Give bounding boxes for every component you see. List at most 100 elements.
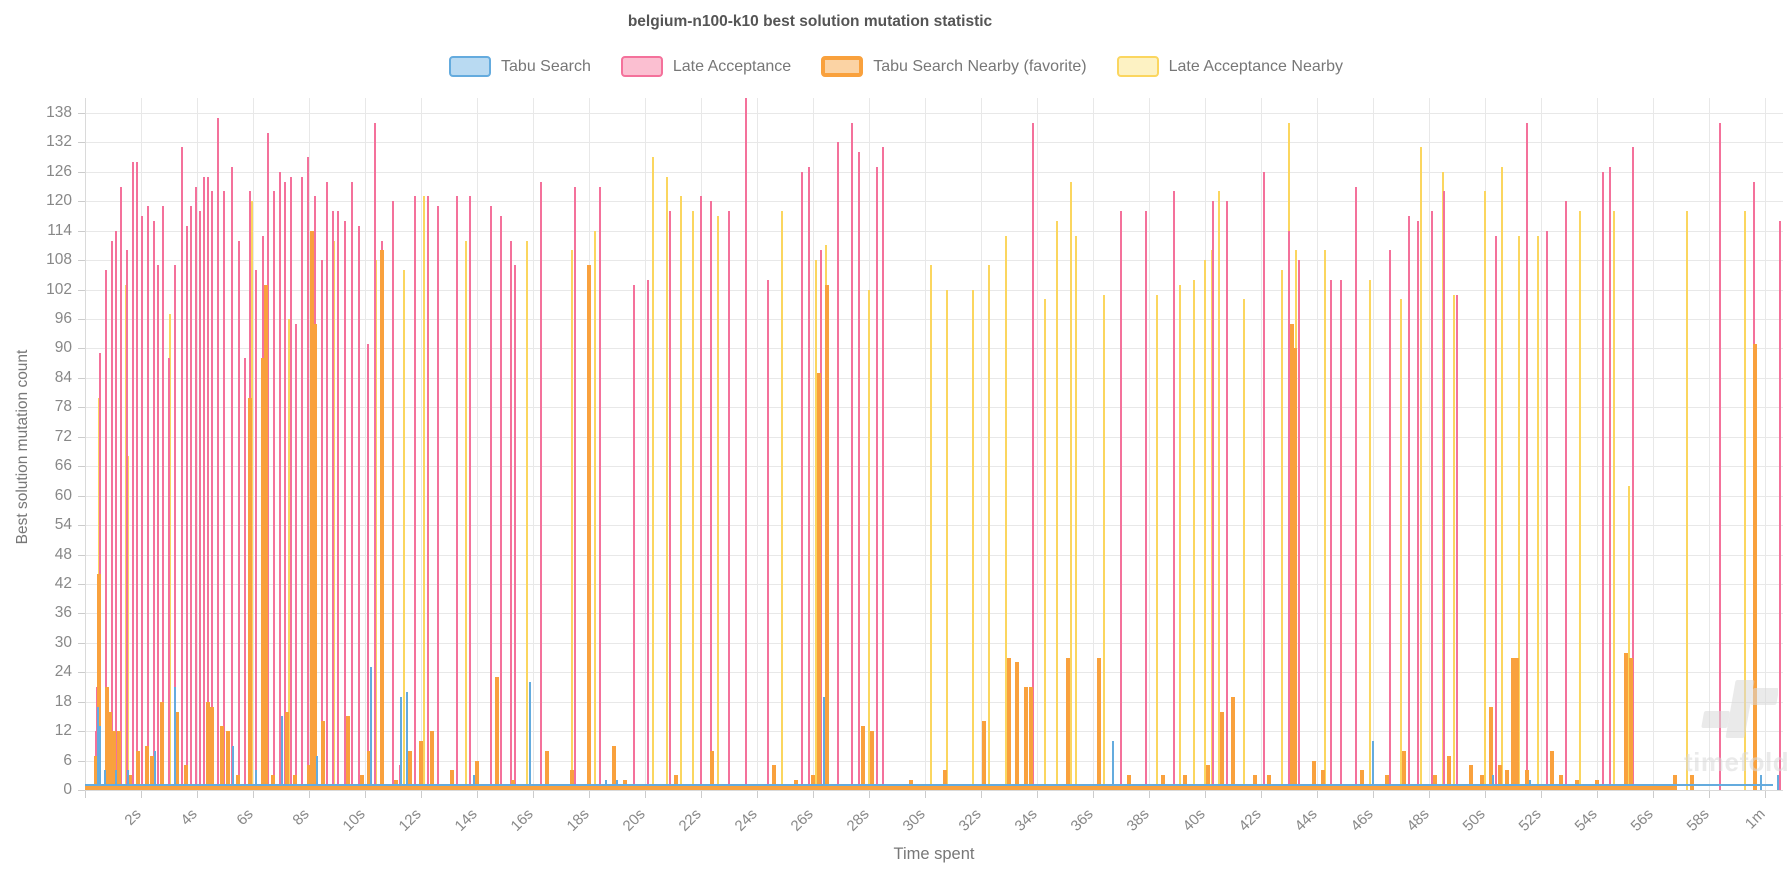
- y-tick-mark: [78, 583, 85, 585]
- h-gridline: [85, 230, 1783, 232]
- bar-late-acceptance: [147, 206, 149, 790]
- bar-late-acceptance: [180, 147, 183, 790]
- v-gridline: [1261, 98, 1262, 790]
- bar-late-acceptance: [254, 269, 257, 790]
- bar-tabu-search-nearby-favorite: [210, 706, 215, 790]
- legend-item-late-acceptance[interactable]: Late Acceptance: [620, 56, 792, 77]
- y-tick-mark: [78, 760, 85, 762]
- y-tick-mark: [78, 495, 85, 497]
- h-gridline: [85, 672, 1783, 674]
- v-gridline: [477, 98, 478, 790]
- bar-tabu-search: [173, 686, 176, 790]
- y-tick-mark: [78, 642, 85, 644]
- bar-tabu-search-nearby-favorite: [612, 745, 617, 790]
- bar-late-acceptance: [509, 240, 512, 790]
- bar-tabu-search-nearby-favorite: [825, 284, 829, 790]
- y-tick-label: 48: [54, 545, 72, 563]
- bar-late-acceptance-nearby: [571, 250, 574, 790]
- bar-tabu-search-nearby-favorite: [116, 731, 121, 790]
- bar-late-acceptance-nearby: [1744, 211, 1747, 790]
- bar-tabu-search: [232, 745, 235, 790]
- h-gridline: [85, 642, 1783, 644]
- x-tick-mark: [869, 791, 870, 798]
- bar-tabu-search: [98, 726, 101, 790]
- h-gridline: [85, 319, 1783, 321]
- bar-late-acceptance: [858, 152, 861, 790]
- bar-late-acceptance: [366, 343, 369, 790]
- bar-tabu-search: [1759, 775, 1762, 790]
- bar-tabu-search-nearby-favorite: [1183, 775, 1188, 790]
- bar-tabu-search: [1111, 740, 1114, 790]
- bar-late-acceptance: [632, 284, 635, 790]
- bar-tabu-search: [254, 770, 257, 790]
- y-tick-mark: [78, 701, 85, 703]
- legend-label: Tabu Search: [501, 57, 591, 75]
- bar-late-acceptance-nearby: [1281, 269, 1283, 790]
- bar-tabu-search-nearby-favorite: [570, 770, 575, 790]
- bar-late-acceptance: [490, 206, 492, 790]
- x-tick-mark: [1429, 791, 1430, 798]
- bar-tabu-search-nearby-favorite: [545, 750, 549, 790]
- bar-late-acceptance: [469, 196, 471, 790]
- bar-late-acceptance: [837, 142, 840, 790]
- bar-tabu-search-nearby-favorite: [225, 731, 230, 790]
- bar-tabu-search-nearby-favorite: [449, 770, 454, 790]
- y-tick-mark: [78, 407, 85, 409]
- y-tick-label: 36: [54, 604, 72, 622]
- bar-late-acceptance: [231, 166, 233, 790]
- bar-late-acceptance: [744, 98, 747, 790]
- bar-late-acceptance: [1565, 201, 1568, 790]
- bar-tabu-search-nearby-favorite: [150, 755, 155, 790]
- bar-late-acceptance: [709, 201, 712, 790]
- bar-tabu-search-nearby-favorite: [816, 373, 821, 790]
- bar-late-acceptance-nearby: [526, 240, 529, 790]
- bar-late-acceptance: [1456, 294, 1458, 790]
- x-tick-mark: [1093, 791, 1094, 798]
- bar-tabu-search-nearby-favorite: [1432, 775, 1437, 790]
- bar-tabu-search-nearby-favorite: [1480, 775, 1485, 790]
- bar-late-acceptance: [337, 211, 340, 790]
- v-gridline: [1429, 98, 1430, 790]
- bar-tabu-search-nearby-favorite: [206, 701, 211, 790]
- bar-tabu-search: [127, 770, 130, 790]
- bar-late-acceptance-nearby: [652, 157, 655, 790]
- y-axis-line: [85, 98, 86, 790]
- bar-tabu-search: [97, 706, 100, 790]
- y-tick-mark: [78, 554, 85, 556]
- legend-swatch-tabu-search: [449, 56, 492, 77]
- bar-late-acceptance-nearby: [1156, 294, 1159, 790]
- legend-item-tabu-search[interactable]: Tabu Search: [449, 56, 591, 77]
- bar-late-acceptance: [141, 216, 144, 790]
- legend-item-late-acceptance-nearby[interactable]: Late Acceptance Nearby: [1116, 56, 1343, 77]
- bar-late-acceptance-nearby: [1069, 181, 1072, 790]
- bar-late-acceptance-nearby: [1442, 171, 1444, 790]
- legend-swatch-late-acceptance-nearby: [1116, 56, 1159, 77]
- v-gridline: [1653, 98, 1654, 790]
- legend-label: Late Acceptance: [672, 57, 792, 75]
- bar-tabu-search-nearby-favorite: [160, 701, 164, 790]
- bar-tabu-search-nearby-favorite: [430, 731, 435, 790]
- bar-tabu-search: [529, 682, 532, 790]
- bar-tabu-search-nearby-favorite: [475, 760, 479, 790]
- bar-late-acceptance: [289, 176, 292, 790]
- bar-tabu-search-nearby-favorite: [1292, 348, 1297, 790]
- bar-late-acceptance: [392, 201, 394, 790]
- legend-item-tabu-search-nearby-favorite[interactable]: Tabu Search Nearby (favorite): [821, 56, 1087, 77]
- bar-late-acceptance: [278, 171, 281, 790]
- bar-late-acceptance: [190, 206, 193, 790]
- bar-late-acceptance-nearby: [971, 289, 974, 790]
- bar-late-acceptance: [876, 166, 879, 790]
- x-tick-mark: [1149, 791, 1150, 798]
- bar-tabu-search-nearby-favorite: [175, 711, 180, 790]
- bar-late-acceptance: [574, 186, 576, 790]
- bar-late-acceptance: [1031, 122, 1034, 790]
- h-gridline: [85, 436, 1783, 438]
- y-tick-mark: [78, 289, 85, 291]
- y-tick-label: 42: [54, 574, 72, 592]
- bar-tabu-search-nearby-favorite: [1525, 770, 1529, 790]
- bar-late-acceptance: [95, 686, 98, 790]
- bar-tabu-search-nearby-favorite: [1015, 662, 1020, 790]
- bar-late-acceptance: [399, 765, 401, 790]
- v-gridline: [1037, 98, 1038, 790]
- bar-late-acceptance: [1297, 260, 1300, 790]
